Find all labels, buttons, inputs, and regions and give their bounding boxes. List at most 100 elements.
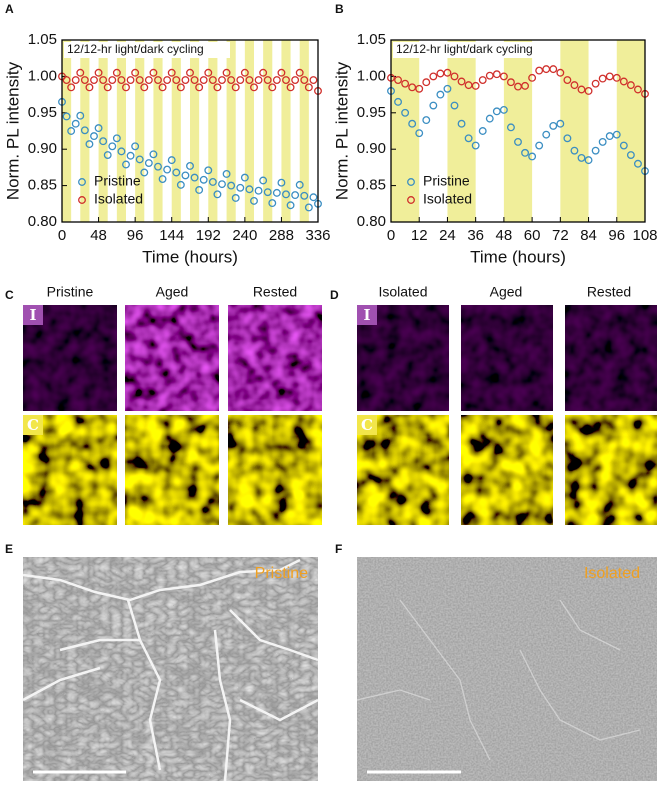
point [464,134,473,143]
x-axis-label: Time (hours) [142,247,238,266]
y-tick-label: 0.85 [357,177,386,194]
point [181,171,190,180]
point [521,81,530,90]
point [268,83,277,92]
column-title: Aged [156,284,189,300]
point [300,191,309,200]
x-tick-label: 60 [524,227,541,244]
point [535,141,544,150]
point [584,156,593,165]
point [67,83,76,92]
sem-image [23,557,318,781]
badge [23,305,43,325]
point [204,68,213,77]
x-tick-label: 72 [552,227,569,244]
x-tick-label: 108 [632,227,657,244]
point [144,76,153,84]
title-box [64,42,230,58]
point [605,72,614,81]
point [149,150,158,159]
light-period [208,40,218,222]
y-tick-label: 0.95 [357,104,386,121]
cracks [356,599,641,761]
point [300,76,309,84]
badge-text: I [29,306,36,324]
y-tick-label: 0.80 [28,213,57,230]
light-period [560,40,589,222]
point [71,76,80,84]
point [67,127,76,135]
point [277,178,286,187]
point [471,81,480,90]
y-tick-label: 0.95 [28,104,57,121]
point [126,151,135,160]
point [549,121,558,130]
panel-label: F [335,542,342,556]
legend-label: Isolated [423,191,472,207]
point [103,151,112,159]
point [80,76,89,84]
y-tick-label: 1.00 [357,67,386,84]
map-image [228,305,322,411]
x-tick-label: 48 [496,227,513,244]
point [429,72,438,81]
chart-title: 12/12-hr light/dark cycling [67,42,204,56]
point [450,101,459,110]
point [245,76,254,84]
point [94,68,103,77]
point [626,81,635,90]
point [208,178,217,186]
point [598,74,607,83]
light-period [281,40,291,222]
legend-marker [78,196,86,204]
point [443,84,452,93]
point [149,68,158,77]
column-title: Isolated [378,284,427,300]
sem-label: Pristine [255,565,308,582]
badge [357,305,377,325]
legend-label: Pristine [423,173,470,189]
point [556,119,565,128]
point [176,83,185,92]
column-title: Aged [490,284,523,300]
light-period [616,40,645,222]
point [506,78,515,87]
point [450,72,459,81]
x-tick-label: 336 [305,227,330,244]
point [112,134,121,143]
y-tick-label: 0.85 [28,177,57,194]
point [394,97,403,106]
panel-label: A [5,2,14,16]
plot-frame [390,39,646,223]
point [542,65,551,74]
y-tick-label: 1.00 [28,67,57,84]
x-tick-label: 0 [387,227,395,244]
point [62,112,71,121]
point [218,180,226,189]
x-tick-label: 12 [411,227,428,244]
point [591,146,600,155]
point [94,124,103,133]
point [304,83,313,92]
point [208,76,217,84]
point [199,175,208,184]
light-period [391,40,420,222]
point [286,83,295,92]
point [570,146,579,155]
point [131,68,140,77]
point [227,181,236,190]
point [584,87,593,95]
legend-label: Pristine [94,173,141,189]
legend-label: Isolated [94,191,143,207]
y-tick-label: 0.80 [357,213,386,230]
point [304,203,313,212]
point [186,161,194,170]
point [436,90,445,99]
point [263,188,272,197]
light-period [116,40,126,222]
point [633,159,642,168]
point [499,72,508,81]
panel-label: B [335,2,344,16]
map-image [565,305,657,411]
